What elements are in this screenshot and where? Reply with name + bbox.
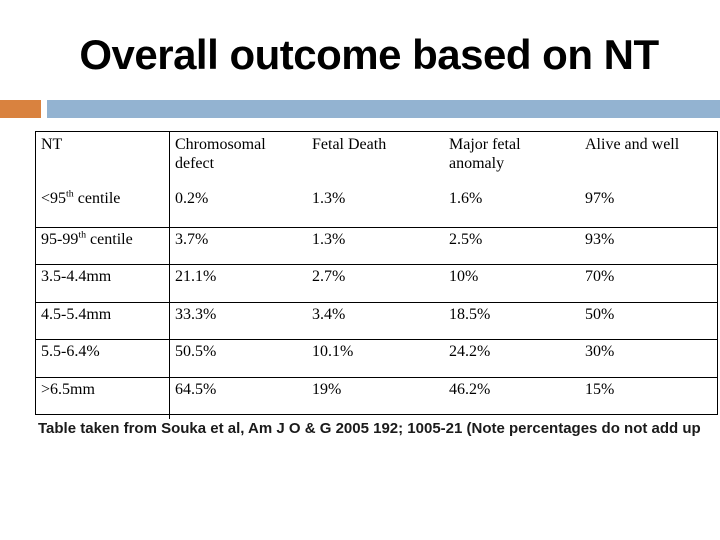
table-row: 5.5-6.4% 50.5% 10.1% 24.2% 30%	[36, 339, 717, 377]
table-row: 3.5-4.4mm 21.1% 2.7% 10% 70%	[36, 264, 717, 302]
cell-fetal-death: 10.1%	[312, 343, 354, 360]
table-row: 4.5-5.4mm 33.3% 3.4% 18.5% 50%	[36, 302, 717, 339]
row-label-nt: 4.5-5.4mm	[41, 306, 112, 323]
cell-alive-and-well: 15%	[585, 381, 615, 398]
cell-fetal-death: 1.3%	[312, 231, 346, 248]
cell-major-fetal-anomaly: 24.2%	[449, 343, 491, 360]
column-header-alive-and-well: Alive and well	[585, 136, 680, 153]
cell-major-fetal-anomaly: 1.6%	[449, 190, 483, 207]
column-header-major-fetal-anomaly: Major fetal anomaly	[449, 136, 521, 172]
row-label-nt: 3.5-4.4mm	[41, 268, 112, 285]
cell-chromosomal-defect: 33.3%	[175, 306, 217, 323]
column-header-nt: NT	[41, 136, 63, 153]
cell-alive-and-well: 30%	[585, 343, 615, 360]
cell-alive-and-well: 70%	[585, 268, 615, 285]
accent-blue-bar	[47, 100, 720, 118]
column-divider	[168, 132, 170, 419]
cell-fetal-death: 2.7%	[312, 268, 346, 285]
table-row: NT Chromosomal defect Fetal Death Major …	[36, 132, 717, 227]
cell-major-fetal-anomaly: 2.5%	[449, 231, 483, 248]
cell-fetal-death: 3.4%	[312, 306, 346, 323]
cell-alive-and-well: 97%	[585, 190, 615, 207]
page-title: Overall outcome based on NT	[79, 31, 659, 78]
row-label-nt: 5.5-6.4%	[41, 343, 100, 360]
cell-fetal-death: 1.3%	[312, 190, 346, 207]
cell-chromosomal-defect: 3.7%	[175, 231, 209, 248]
column-header-fetal-death: Fetal Death	[312, 136, 387, 153]
cell-chromosomal-defect: 0.2%	[175, 190, 209, 207]
cell-major-fetal-anomaly: 10%	[449, 268, 479, 285]
row-label-nt: <95th centile	[41, 188, 121, 207]
accent-orange-block	[0, 100, 41, 118]
cell-major-fetal-anomaly: 18.5%	[449, 306, 491, 323]
cell-alive-and-well: 50%	[585, 306, 615, 323]
table-row: 95-99th centile 3.7% 1.3% 2.5% 93%	[36, 227, 717, 264]
row-label-nt: >6.5mm	[41, 381, 95, 398]
table-row: >6.5mm 64.5% 19% 46.2% 15%	[36, 377, 717, 414]
row-label-nt: 95-99th centile	[41, 229, 133, 248]
outcome-table: NT Chromosomal defect Fetal Death Major …	[35, 131, 718, 419]
cell-major-fetal-anomaly: 46.2%	[449, 381, 491, 398]
cell-chromosomal-defect: 21.1%	[175, 268, 217, 285]
cell-alive-and-well: 93%	[585, 231, 615, 248]
cell-fetal-death: 19%	[312, 381, 342, 398]
source-caption: Table taken from Souka et al, Am J O & G…	[38, 420, 701, 437]
cell-chromosomal-defect: 50.5%	[175, 343, 217, 360]
cell-chromosomal-defect: 64.5%	[175, 381, 217, 398]
column-header-chromosomal-defect: Chromosomal defect	[175, 136, 266, 172]
